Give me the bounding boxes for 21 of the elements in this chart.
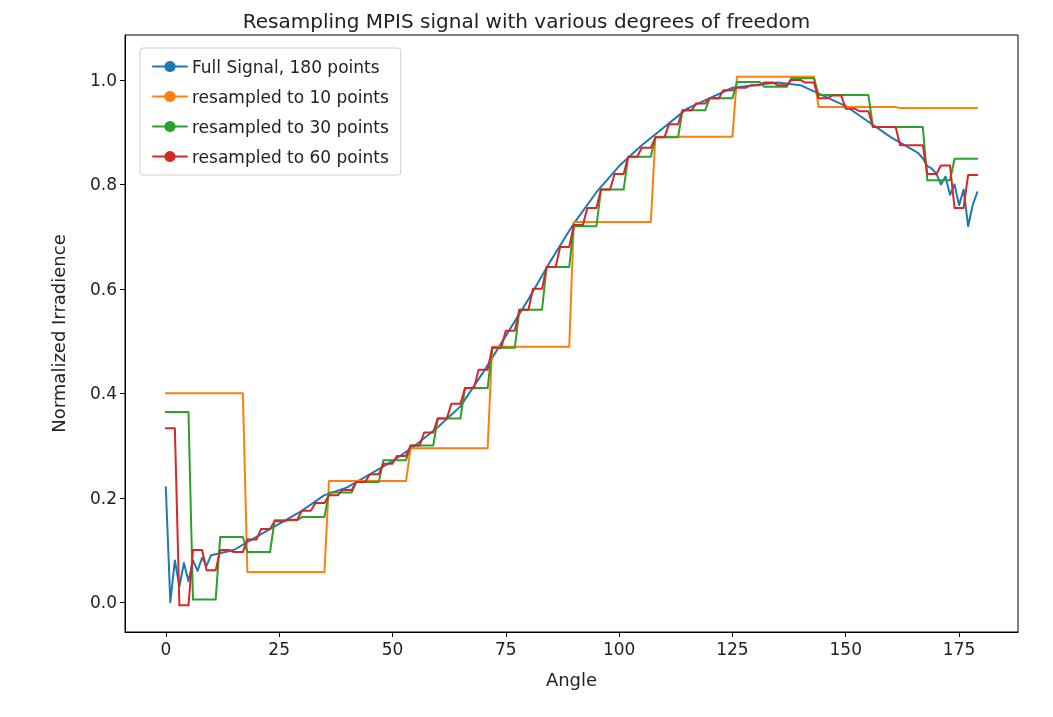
legend-label: resampled to 30 points (192, 116, 389, 137)
legend-label: Full Signal, 180 points (192, 56, 380, 77)
y-tick-label: 0.0 (89, 592, 117, 613)
x-tick-label: 75 (494, 638, 517, 659)
y-tick-label: 1.0 (89, 69, 117, 90)
y-tick-label: 0.2 (89, 487, 117, 508)
x-tick-label: 100 (602, 638, 636, 659)
x-tick-label: 125 (716, 638, 749, 659)
y-tick-label: 0.8 (89, 174, 117, 195)
y-tick-label: 0.6 (89, 278, 117, 299)
y-tick-label: 0.4 (89, 383, 117, 404)
x-tick-label: 0 (160, 638, 172, 659)
x-tick-label: 50 (381, 638, 404, 659)
x-axis-title: Angle (545, 668, 598, 690)
x-tick-label: 25 (268, 638, 290, 659)
x-tick-label: 175 (942, 638, 976, 659)
y-axis-title: Normalized Irradience (47, 234, 69, 433)
chart-title: Resampling MPIS signal with various degrees of freedom (242, 9, 811, 33)
legend-label: resampled to 60 points (192, 146, 389, 167)
legend-label: resampled to 10 points (192, 86, 389, 107)
x-tick-label: 150 (829, 638, 862, 659)
